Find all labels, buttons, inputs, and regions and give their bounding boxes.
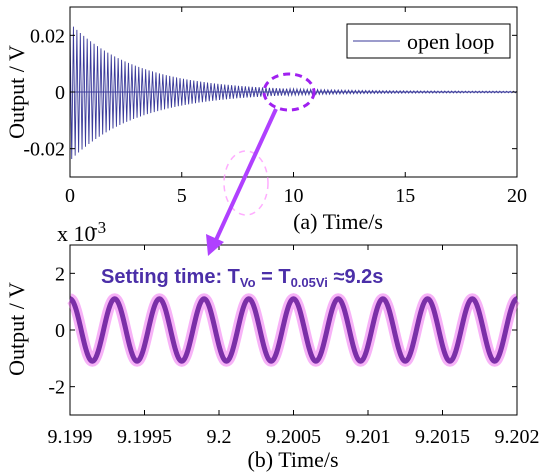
chart-a-x-ticks: 0 5 10 15 20 xyxy=(65,7,527,207)
chart-b-exponent-base: x 10 xyxy=(57,221,96,246)
chart-b-exponent-power: -3 xyxy=(92,218,106,237)
chart-a-x-tick-label: 0 xyxy=(65,185,75,207)
annotation-sub1: Vo xyxy=(240,275,256,290)
chart-a-series-open-loop xyxy=(69,23,518,159)
chart-a-y-tick-label: -0.02 xyxy=(23,139,65,161)
chart-b-x-axis-label: (b) Time/s xyxy=(247,447,338,472)
zoom-region-ellipse xyxy=(262,72,316,112)
pink-dashed-marker xyxy=(223,150,269,216)
zoom-arrow-head xyxy=(206,234,224,256)
zoom-callout xyxy=(206,72,316,256)
chart-a-x-axis-label: (a) Time/s xyxy=(293,209,383,234)
chart-b: x 10 -3 9.199 9.1995 9.2 9.2005 9.201 9.2015 9… xyxy=(4,218,540,472)
chart-a-y-tick-label: 0 xyxy=(55,82,65,104)
chart-a-x-tick-label: 10 xyxy=(284,185,304,207)
chart-a-y-tick-label: 0.02 xyxy=(30,25,65,47)
chart-a-y-ticks: -0.02 0 0.02 xyxy=(23,25,517,161)
chart-b-x-tick-label: 9.1995 xyxy=(117,426,172,448)
chart-b-y-tick-label: -2 xyxy=(48,377,65,399)
chart-b-annotation: Setting time: TVo = T0.05Vi ≈9.2s xyxy=(101,266,383,290)
chart-b-series xyxy=(67,293,520,367)
chart-b-y-axis-label: Output / V xyxy=(4,282,29,376)
chart-a: 0 5 10 15 20 -0.02 0 0.02 (a) Time/s Output / … xyxy=(4,6,527,234)
chart-a-legend-label: open loop xyxy=(407,29,494,54)
chart-a-x-tick-label: 20 xyxy=(507,185,527,207)
chart-b-y-tick-label: 2 xyxy=(55,263,65,285)
chart-b-y-ticks: -2 0 2 xyxy=(48,263,517,399)
chart-a-y-axis-label: Output / V xyxy=(4,45,29,139)
chart-b-series-glow xyxy=(67,293,520,367)
chart-b-x-tick-label: 9.199 xyxy=(48,426,93,448)
chart-b-x-tick-label: 9.202 xyxy=(495,426,540,448)
chart-a-x-tick-label: 5 xyxy=(177,185,187,207)
annotation-sub2: 0.05Vi xyxy=(291,275,328,290)
chart-b-x-tick-label: 9.201 xyxy=(346,426,391,448)
chart-b-x-tick-label: 9.2 xyxy=(207,426,232,448)
chart-a-x-tick-label: 15 xyxy=(395,185,415,207)
zoom-arrow-shaft xyxy=(214,108,278,241)
chart-b-x-tick-label: 9.2015 xyxy=(415,426,470,448)
chart-b-series-line xyxy=(69,296,518,364)
chart-a-legend: open loop xyxy=(346,23,511,59)
annotation-prefix: Setting time: T xyxy=(101,266,240,288)
annotation-suffix: ≈9.2s xyxy=(328,266,383,288)
chart-b-x-ticks: 9.199 9.1995 9.2 9.2005 9.201 9.2015 9.202 xyxy=(48,245,540,448)
chart-b-x-tick-label: 9.2005 xyxy=(266,426,321,448)
annotation-mid: = T xyxy=(256,266,291,288)
chart-b-y-tick-label: 0 xyxy=(55,320,65,342)
